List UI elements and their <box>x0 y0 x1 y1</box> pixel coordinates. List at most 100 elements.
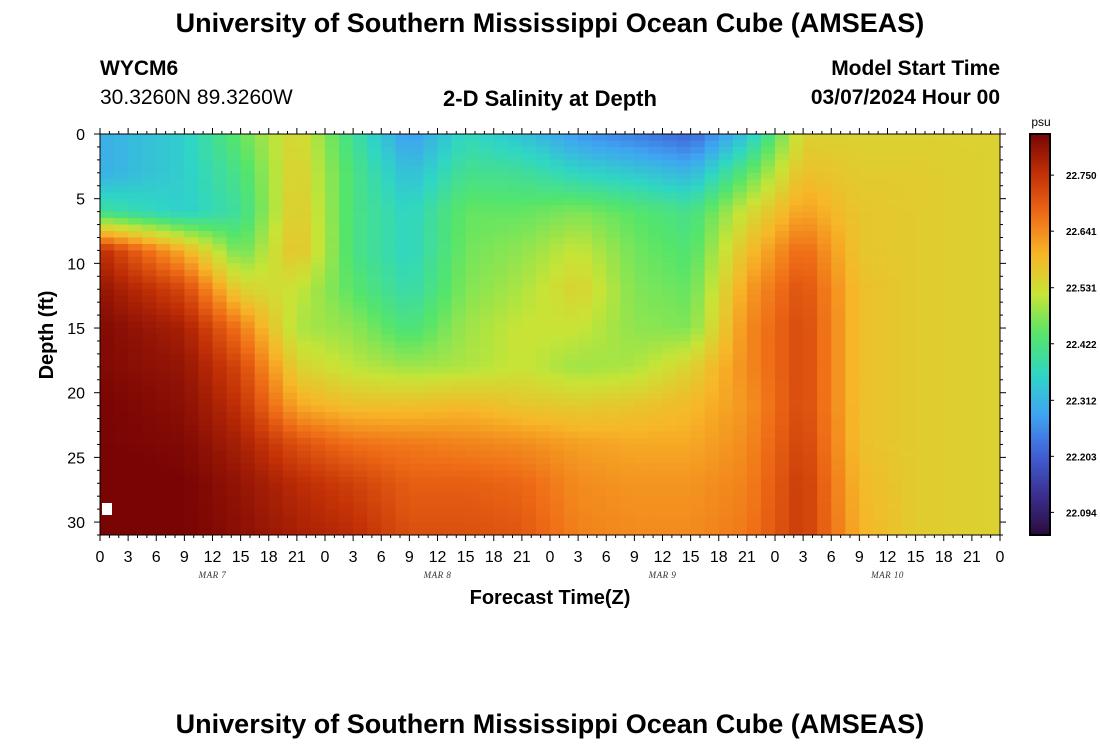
heatmap-cell <box>887 205 903 213</box>
heatmap-cell <box>620 515 635 523</box>
heatmap-cell <box>409 425 425 433</box>
heatmap-cell <box>240 412 256 420</box>
heatmap-cell <box>985 444 1000 452</box>
heatmap-cell <box>718 308 734 316</box>
heatmap-cell <box>789 198 804 206</box>
heatmap-cell <box>550 379 565 387</box>
heatmap-cell <box>789 386 804 394</box>
heatmap-cell <box>212 470 228 478</box>
heatmap-cell <box>423 315 439 323</box>
heatmap-cell <box>971 231 987 239</box>
heatmap-cell <box>535 321 551 329</box>
heatmap-cell <box>535 405 551 413</box>
heatmap-cell <box>409 515 425 523</box>
heatmap-cell <box>929 502 945 510</box>
heatmap-cell <box>339 502 354 510</box>
heatmap-cell <box>873 522 889 530</box>
heatmap-cell <box>142 146 157 155</box>
heatmap-cell <box>929 159 945 167</box>
heatmap-cell <box>156 224 171 232</box>
heatmap-cell <box>746 289 762 297</box>
heatmap-cell <box>550 243 565 252</box>
heatmap-cell <box>592 528 607 535</box>
heatmap-cell <box>114 502 129 510</box>
heatmap-cell <box>114 528 129 535</box>
heatmap-cell <box>507 205 523 213</box>
heatmap-cell <box>493 276 509 284</box>
heatmap-cell <box>634 218 650 226</box>
heatmap-cell <box>887 321 903 329</box>
heatmap-cell <box>521 360 537 368</box>
heatmap-cell <box>310 444 326 452</box>
heatmap-cell <box>887 282 903 290</box>
x-tick-label: 15 <box>682 549 700 566</box>
heatmap-cell <box>943 476 959 484</box>
heatmap-cell <box>479 496 495 504</box>
heatmap-cell <box>746 269 762 277</box>
heatmap-cell <box>310 250 326 258</box>
heatmap-cell <box>156 295 171 303</box>
heatmap-cell <box>184 412 200 420</box>
heatmap-cell <box>578 276 593 284</box>
heatmap-cell <box>282 437 298 446</box>
heatmap-cell <box>929 179 945 187</box>
heatmap-cell <box>564 302 579 310</box>
heatmap-cell <box>971 198 987 206</box>
heatmap-cell <box>859 340 875 349</box>
heatmap-cell <box>873 146 889 155</box>
heatmap-cell <box>901 489 917 497</box>
heatmap-cell <box>915 412 931 420</box>
heatmap-cell <box>971 289 987 297</box>
heatmap-cell <box>746 392 762 400</box>
heatmap-cell <box>409 276 425 284</box>
heatmap-cell <box>114 444 129 452</box>
heatmap-cell <box>817 515 832 523</box>
heatmap-cell <box>971 444 987 452</box>
heatmap-cell <box>831 211 846 219</box>
heatmap-cell <box>184 282 200 290</box>
heatmap-cell <box>339 373 354 381</box>
heatmap-cell <box>746 146 762 155</box>
heatmap-cell <box>676 347 692 355</box>
heatmap-cell <box>212 237 228 245</box>
heatmap-cell <box>128 153 143 161</box>
heatmap-cell <box>971 211 987 219</box>
heatmap-cell <box>142 205 157 213</box>
heatmap-cell <box>535 134 551 142</box>
heatmap-cell <box>634 502 650 510</box>
heatmap-cell <box>254 243 270 252</box>
heatmap-cell <box>507 224 523 232</box>
heatmap-cell <box>114 373 129 381</box>
heatmap-cell <box>943 373 959 381</box>
heatmap-cell <box>943 444 959 452</box>
heatmap-cell <box>114 276 129 284</box>
heatmap-cell <box>465 509 481 517</box>
heatmap-cell <box>648 295 664 303</box>
heatmap-cell <box>746 463 762 471</box>
heatmap-cell <box>789 243 804 252</box>
heatmap-cell <box>507 218 523 226</box>
heatmap-cell <box>957 153 973 161</box>
heatmap-cell <box>212 399 228 407</box>
heatmap-cell <box>704 224 720 232</box>
heatmap-cell <box>859 308 875 316</box>
heatmap-cell <box>325 496 340 504</box>
heatmap-cell <box>240 392 256 400</box>
heatmap-cell <box>789 418 804 426</box>
heatmap-cell <box>226 463 242 471</box>
heatmap-cell <box>901 172 917 180</box>
heatmap-cell <box>367 386 382 394</box>
heatmap-cell <box>296 308 312 316</box>
heatmap-cell <box>100 166 115 174</box>
heatmap-cell <box>957 166 973 174</box>
heatmap-cell <box>521 198 537 206</box>
heatmap-cell <box>985 140 1000 148</box>
heatmap-cell <box>690 218 706 226</box>
heatmap-cell <box>803 250 818 258</box>
heatmap-cell <box>775 159 790 167</box>
heatmap-cell <box>746 276 762 284</box>
station-coords: 30.3260N 89.3260W <box>100 86 293 109</box>
heatmap-cell <box>212 437 228 446</box>
heatmap-cell <box>732 450 748 458</box>
heatmap-cell <box>620 185 635 193</box>
